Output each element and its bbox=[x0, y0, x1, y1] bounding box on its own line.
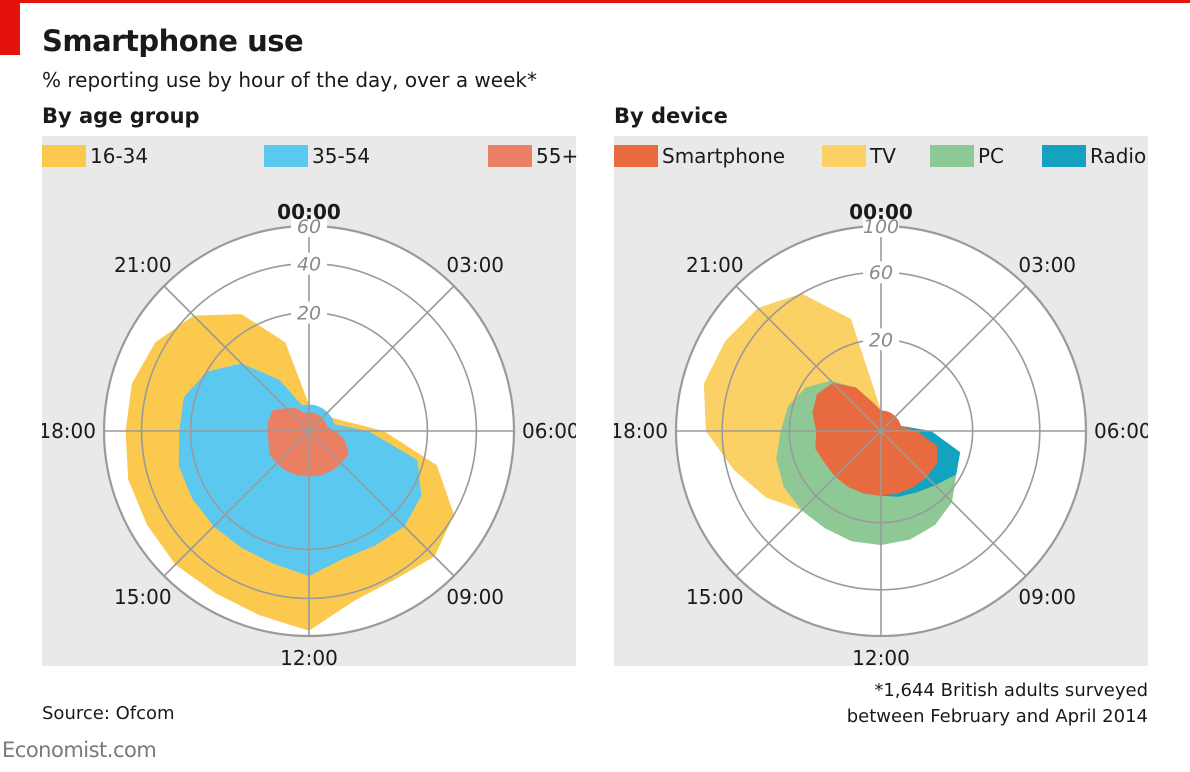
legend-label-smartphone: Smartphone bbox=[662, 144, 786, 168]
legend-swatch-pc bbox=[930, 145, 974, 167]
spoke-3 bbox=[163, 285, 455, 577]
legend-label-pc: PC bbox=[978, 144, 1005, 168]
economist-brand: Economist.com bbox=[2, 738, 157, 762]
source-note: Source: Ofcom bbox=[42, 703, 175, 724]
footnote-line-2: between February and April 2014 bbox=[846, 706, 1148, 727]
ring-label-60: 60 bbox=[297, 216, 321, 238]
legend-swatch-radio bbox=[1042, 145, 1086, 167]
hour-label-2100: 21:00 bbox=[114, 253, 172, 277]
hour-label-0900: 09:00 bbox=[1018, 585, 1076, 609]
ring-label-bg-60 bbox=[291, 215, 327, 237]
hour-label-0600: 06:00 bbox=[1094, 419, 1148, 443]
hour-label-0900: 09:00 bbox=[446, 585, 504, 609]
legend-item-55-plus: 55+ bbox=[488, 144, 578, 168]
legend-item-radio: Radio bbox=[1042, 144, 1146, 168]
age-group-panel: 16-34 35-54 55+ 20 40 60 00:00 03:00 06:00 09:… bbox=[42, 136, 578, 666]
legend-swatch-55-plus bbox=[488, 145, 532, 167]
legend-label-35-54: 35-54 bbox=[312, 144, 371, 168]
legend-swatch-16-34 bbox=[42, 145, 86, 167]
ring-label-bg-60 bbox=[863, 261, 899, 284]
footnote: *1,644 British adults surveyed between F… bbox=[847, 678, 1148, 730]
ring-label-bg-100 bbox=[863, 215, 899, 237]
series-area-55-plus bbox=[267, 408, 349, 477]
legend-label-55-plus: 55+ bbox=[536, 144, 579, 168]
legend-label-radio: Radio bbox=[1090, 144, 1147, 168]
hour-label-0000: 00:00 bbox=[849, 200, 913, 224]
age-legend: 16-34 35-54 55+ bbox=[42, 144, 578, 174]
chart-title: Smartphone use bbox=[42, 24, 304, 58]
spoke-3 bbox=[735, 285, 1027, 577]
hour-label-1500: 15:00 bbox=[686, 585, 744, 609]
hour-label-1500: 15:00 bbox=[114, 585, 172, 609]
legend-item-16-34: 16-34 bbox=[42, 144, 148, 168]
hour-label-1800: 18:00 bbox=[614, 419, 668, 443]
ring-label-20: 20 bbox=[297, 303, 321, 325]
hour-label-1200: 12:00 bbox=[852, 646, 910, 666]
brand-red-tab bbox=[0, 0, 20, 55]
legend-label-16-34: 16-34 bbox=[90, 144, 149, 168]
ring-label-100: 100 bbox=[863, 216, 899, 238]
legend-item-35-54: 35-54 bbox=[264, 144, 370, 168]
hour-label-0300: 03:00 bbox=[446, 253, 504, 277]
legend-item-tv: TV bbox=[822, 144, 896, 168]
hour-label-0300: 03:00 bbox=[1018, 253, 1076, 277]
footnote-line-1: *1,644 British adults surveyed bbox=[874, 680, 1148, 701]
panel-title-age: By age group bbox=[42, 104, 200, 128]
legend-swatch-35-54 bbox=[264, 145, 308, 167]
chart-subtitle: % reporting use by hour of the day, over… bbox=[42, 68, 537, 92]
device-panel: Smartphone TV PC Radio 20 60 100 00:00 03:00… bbox=[614, 136, 1148, 666]
panel-title-device: By device bbox=[614, 104, 728, 128]
hour-label-1800: 18:00 bbox=[42, 419, 96, 443]
legend-item-smartphone: Smartphone bbox=[614, 144, 785, 168]
legend-swatch-smartphone bbox=[614, 145, 658, 167]
ring-label-bg-20 bbox=[863, 328, 899, 351]
hour-label-0000: 00:00 bbox=[277, 200, 341, 224]
top-rule bbox=[0, 0, 1190, 3]
legend-item-pc: PC bbox=[930, 144, 1004, 168]
hour-label-1200: 12:00 bbox=[280, 646, 338, 666]
ring-label-60: 60 bbox=[869, 262, 893, 284]
ring-label-20: 20 bbox=[869, 329, 893, 351]
ring-label-bg-20 bbox=[291, 301, 327, 324]
device-legend: Smartphone TV PC Radio bbox=[614, 144, 1148, 174]
ring-label-bg-40 bbox=[291, 252, 327, 275]
legend-label-tv: TV bbox=[870, 144, 896, 168]
legend-swatch-tv bbox=[822, 145, 866, 167]
ring-label-40: 40 bbox=[297, 254, 321, 276]
hour-label-0600: 06:00 bbox=[522, 419, 576, 443]
hour-label-2100: 21:00 bbox=[686, 253, 744, 277]
